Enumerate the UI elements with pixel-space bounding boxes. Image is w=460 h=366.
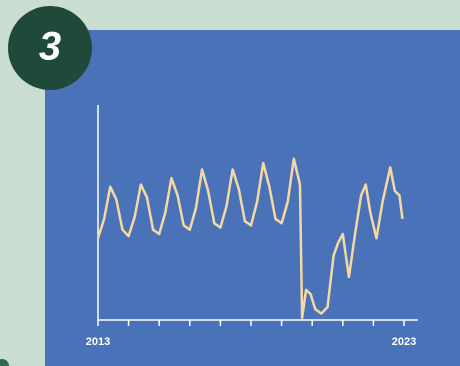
panel bbox=[45, 30, 460, 366]
badge-circle bbox=[8, 6, 92, 90]
x-tick-label: 2013 bbox=[86, 336, 110, 348]
data-line bbox=[96, 157, 404, 320]
corner-dot bbox=[0, 359, 9, 366]
badge-number: 3 bbox=[39, 25, 61, 69]
x-tick-label: 2023 bbox=[392, 336, 416, 348]
